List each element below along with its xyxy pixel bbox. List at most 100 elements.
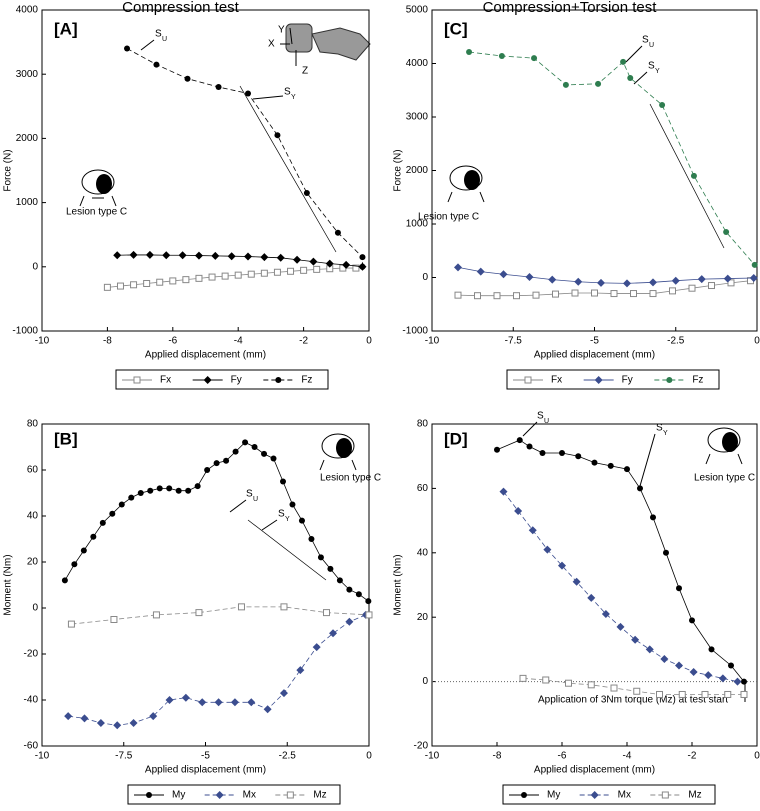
vertebra-icon [319, 433, 357, 471]
y-tick-label: 80 [417, 419, 429, 430]
chart-title: Compression test [122, 0, 240, 16]
marker [346, 586, 353, 593]
marker [675, 661, 683, 670]
x-tick-label: -7.5 [115, 751, 133, 762]
marker [587, 681, 595, 689]
y-tick-label: 60 [27, 465, 39, 476]
legend-marker [133, 376, 141, 384]
marker [552, 290, 559, 298]
marker [591, 459, 598, 466]
x-tick-label: 0 [754, 336, 760, 347]
marker [208, 273, 216, 281]
marker [645, 645, 654, 654]
legend-label: Mz [688, 790, 701, 801]
marker [214, 698, 223, 707]
marker [166, 485, 173, 492]
spine-icon [280, 23, 371, 66]
marker [143, 279, 151, 287]
y-axis-label: Moment (Nm) [3, 554, 14, 615]
marker [690, 172, 697, 179]
marker [113, 251, 122, 260]
legend-marker [594, 376, 603, 384]
y-tick-label: 2000 [406, 165, 429, 176]
tangent-line [247, 519, 327, 581]
marker [751, 261, 758, 268]
marker [601, 609, 610, 618]
y-axis-label: Force (N) [393, 149, 404, 191]
x-tick-label: -6 [558, 751, 567, 762]
y-tick-label: 40 [417, 547, 429, 558]
x-tick-label: -2 [299, 336, 308, 347]
x-tick-label: -2.5 [279, 751, 297, 762]
marker [572, 577, 581, 586]
x-axis-label: Applied displacement (mm) [534, 350, 655, 361]
marker [678, 690, 686, 698]
marker [342, 260, 351, 269]
x-tick-label: -2.5 [667, 336, 685, 347]
legend-label: Fy [231, 375, 242, 386]
y-tick-label: 60 [417, 483, 429, 494]
marker [659, 101, 666, 108]
marker [575, 453, 582, 460]
marker [514, 506, 523, 515]
marker [245, 90, 252, 97]
legend-marker [146, 792, 152, 798]
marker [198, 698, 207, 707]
annotation: U [162, 36, 167, 43]
marker [64, 712, 73, 721]
annotation: Lesion type C [694, 473, 755, 484]
tangent-line [239, 85, 337, 253]
marker [195, 609, 203, 617]
marker [476, 267, 485, 276]
marker [689, 617, 695, 624]
annotation: Lesion type C [66, 207, 127, 218]
y-tick-label: 0 [422, 272, 428, 283]
marker [671, 276, 680, 285]
marker [704, 671, 713, 680]
marker [597, 278, 605, 287]
marker [623, 279, 631, 288]
marker [90, 533, 97, 540]
marker [178, 251, 187, 260]
marker [499, 270, 508, 279]
y-tick-label: -1000 [402, 326, 428, 337]
legend-label: Mz [313, 790, 326, 801]
marker [175, 487, 182, 494]
arrow [229, 499, 247, 513]
marker [587, 593, 596, 602]
annotation: S [642, 35, 649, 46]
legend-marker [203, 376, 212, 384]
marker [276, 253, 285, 262]
marker [701, 690, 709, 698]
marker [660, 655, 669, 664]
x-axis-label: Applied displacement (mm) [534, 765, 655, 776]
marker [110, 616, 118, 623]
marker [80, 714, 89, 723]
legend-marker [521, 792, 527, 798]
annotation: Y [285, 516, 290, 523]
marker [607, 462, 614, 469]
x-tick-label: -6 [168, 336, 177, 347]
marker [741, 678, 747, 685]
marker [296, 666, 305, 675]
y-tick-label: 0 [32, 603, 38, 614]
y-tick-label: 4000 [406, 58, 429, 69]
marker [313, 265, 321, 273]
marker [80, 547, 87, 554]
marker [630, 290, 637, 298]
legend-box [127, 784, 341, 805]
legend-label: Mx [243, 790, 256, 801]
marker [559, 449, 565, 456]
y-axis-label: Force (N) [3, 149, 14, 191]
x-tick-label: -2 [688, 751, 697, 762]
marker [365, 611, 373, 619]
x-tick-label: -10 [425, 751, 440, 762]
y-tick-label: -60 [24, 741, 39, 752]
annotation: S [656, 423, 663, 434]
marker [260, 253, 269, 262]
marker [232, 448, 239, 455]
series-line [469, 51, 756, 266]
annotation: Lesion type C [320, 473, 381, 484]
marker [325, 259, 334, 268]
marker [610, 290, 618, 298]
